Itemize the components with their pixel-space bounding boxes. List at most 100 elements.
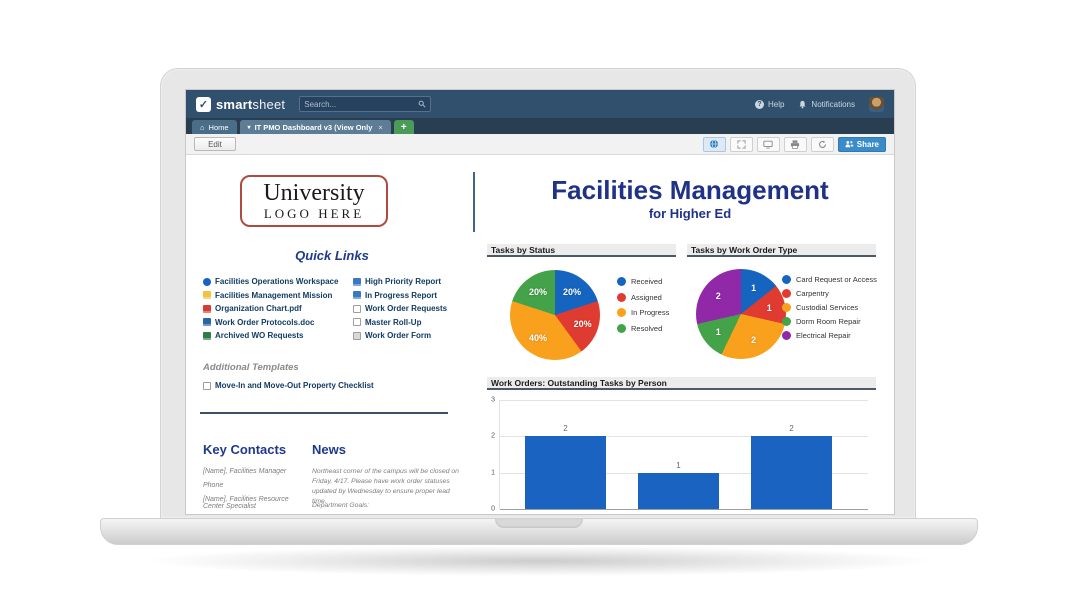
legend-color-dot <box>782 275 791 284</box>
legend-label: In Progress <box>631 308 670 317</box>
quick-link[interactable]: Move-In and Move-Out Property Checklist <box>203 381 374 390</box>
legend-label: Resolved <box>631 323 663 333</box>
legend-label: Received <box>631 277 663 286</box>
legend-item: Custodial Services <box>782 303 877 312</box>
quick-link[interactable]: Work Order Protocols.doc <box>203 318 338 327</box>
help-icon: ? <box>754 99 764 109</box>
fullscreen-button[interactable] <box>729 136 753 152</box>
tab-close-icon[interactable]: × <box>378 122 383 132</box>
quick-link-label: Work Order Form <box>365 331 432 340</box>
user-avatar[interactable] <box>869 96 884 112</box>
laptop-notch <box>495 519 583 528</box>
legend-item: Carpentry <box>782 289 877 298</box>
additional-templates-list: Move-In and Move-Out Property Checklist <box>203 381 374 390</box>
sheet-icon <box>353 318 361 326</box>
report-icon <box>353 291 361 299</box>
dashboard-title: Facilities Management <box>551 175 829 205</box>
expand-icon <box>737 139 746 149</box>
print-button[interactable] <box>783 136 807 152</box>
quick-link[interactable]: Archived WO Requests <box>203 331 338 340</box>
browser-screen: ✓ smartsheet Search... ? Help Notificati… <box>186 90 894 514</box>
pie-slice-label: 20% <box>573 318 592 329</box>
sheet-icon <box>353 304 361 313</box>
quick-link-label: Move-In and Move-Out Property Checklist <box>215 381 374 390</box>
legend-color-dot <box>617 277 626 286</box>
quick-links-title: Quick Links <box>295 248 369 263</box>
legend-color-dot <box>782 317 791 326</box>
workspace-icon <box>203 277 211 286</box>
home-icon: ⌂ <box>200 122 205 132</box>
quick-link[interactable]: Facilities Management Mission <box>203 291 338 300</box>
legend-color-dot <box>782 289 791 298</box>
tab-home[interactable]: ⌂ Home <box>192 120 237 134</box>
bar-value-label: 2 <box>789 424 794 434</box>
legend-label: Dorm Room Repair <box>796 317 861 326</box>
pie-slice-label: 1 <box>766 302 772 313</box>
pie-slice-label: 1 <box>715 327 721 338</box>
key-contacts-lines: [Name], Facilities Manager Phone [Name], F… <box>203 468 303 510</box>
form-icon <box>353 331 361 340</box>
legend-color-dot <box>617 308 626 317</box>
legend-color-dot <box>782 303 791 312</box>
edit-button[interactable]: Edit <box>194 137 236 151</box>
quick-link-label: Archived WO Requests <box>215 331 304 340</box>
legend-item: In Progress <box>617 308 669 317</box>
panel-title-work-orders-bar: Work Orders: Outstanding Tasks by Person <box>487 377 876 390</box>
university-logo-line1: University <box>263 180 365 206</box>
doc-icon <box>203 318 211 326</box>
legend-label: Carpentry <box>796 289 829 298</box>
legend-item: Electrical Repair <box>782 331 877 340</box>
quick-link[interactable]: Master Roll-Up <box>353 318 447 327</box>
notifications-menu[interactable]: Notifications <box>798 100 855 109</box>
panel-title-tasks-by-status: Tasks by Status <box>487 244 676 257</box>
pie-slice-label: 2 <box>715 290 721 301</box>
refresh-button[interactable] <box>810 136 834 152</box>
legend-item: Received <box>617 277 669 286</box>
pie-slice-label: 40% <box>528 333 547 344</box>
new-tab-button[interactable]: + <box>393 120 414 134</box>
key-contacts-title: Key Contacts <box>203 442 287 457</box>
quick-link[interactable]: Facilities Operations Workspace <box>203 277 338 286</box>
quick-link[interactable]: Work Order Form <box>353 331 447 340</box>
share-button[interactable]: Share <box>837 136 886 152</box>
quick-link[interactable]: High Priority Report <box>353 277 447 286</box>
news-title: News <box>312 442 346 457</box>
y-axis-tick-label: 1 <box>491 469 495 477</box>
tab-dashboard[interactable]: ▾ IT PMO Dashboard v3 (View Only × <box>239 120 391 134</box>
smartsheet-logo[interactable]: ✓ smartsheet <box>196 96 285 112</box>
quick-link[interactable]: Work Order Requests <box>353 304 447 313</box>
panel-title-tasks-by-work-order-type: Tasks by Work Order Type <box>687 244 876 257</box>
quick-links-left: Facilities Operations Workspace Facilitie… <box>203 277 338 340</box>
legend-label: Electrical Repair <box>796 331 851 340</box>
legend-color-dot <box>782 331 791 340</box>
legend-label: Card Request or Access <box>796 275 877 284</box>
legend-item: Dorm Room Repair <box>782 317 877 326</box>
pie-slice-label: 2 <box>751 335 757 346</box>
quick-link[interactable]: In Progress Report <box>353 291 447 300</box>
present-button[interactable] <box>756 136 780 152</box>
quick-link-label: Facilities Management Mission <box>215 290 333 300</box>
quick-link-label: Work Order Requests <box>365 304 448 313</box>
quick-link-label: Work Order Protocols.doc <box>215 317 315 327</box>
legend-color-dot <box>617 292 626 302</box>
chevron-down-icon: ▾ <box>247 124 251 131</box>
publish-button[interactable] <box>702 136 726 152</box>
help-label: Help <box>767 99 785 109</box>
people-icon <box>845 141 854 148</box>
help-menu[interactable]: ? Help <box>754 99 785 109</box>
gridline <box>500 400 868 401</box>
work-order-type-legend: Card Request or Access Carpentry Custodial… <box>782 275 877 340</box>
news-body: Northeast corner of the campus will be c… <box>312 468 459 505</box>
pie-slice-label: 20% <box>528 286 547 297</box>
report-icon <box>353 277 361 286</box>
quick-link-label: Facilities Operations Workspace <box>215 277 339 286</box>
search-input[interactable]: Search... <box>299 96 432 112</box>
bar-value-label: 1 <box>676 460 681 470</box>
gridline <box>500 509 868 510</box>
key-contact-line: Phone <box>203 482 224 489</box>
y-axis-tick-label: 3 <box>491 396 495 404</box>
quick-link[interactable]: Organization Chart.pdf <box>203 304 338 313</box>
share-label: Share <box>856 139 879 149</box>
tasks-by-status-legend: Received Assigned In Progress Resolved <box>617 277 669 333</box>
toolbar-actions: Share <box>702 136 886 152</box>
